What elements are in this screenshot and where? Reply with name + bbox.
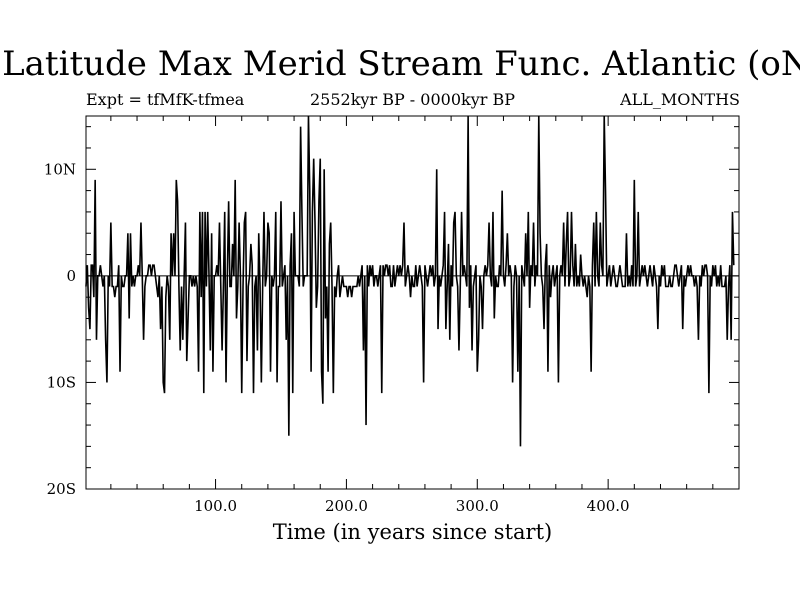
x-tick-label: 200.0 [325, 497, 368, 515]
x-tick-label: 100.0 [194, 497, 237, 515]
months-label: ALL_MONTHS [620, 90, 740, 109]
y-tick-label: 10S [47, 373, 76, 391]
x-tick-label: 300.0 [456, 497, 499, 515]
y-tick-label: 10N [44, 160, 76, 178]
y-tick-label: 20S [47, 480, 76, 498]
plot-frame [85, 115, 740, 490]
y-tick-label: 0 [66, 267, 76, 285]
experiment-label: Expt = tfMfK-tfmea [86, 90, 245, 109]
x-tick-label: 400.0 [587, 497, 630, 515]
series-line [85, 115, 735, 447]
x-axis-label: Time (in years since start) [272, 520, 553, 544]
time-range-label: 2552kyr BP - 0000kyr BP [310, 90, 515, 109]
chart-title: Latitude Max Merid Stream Func. Atlantic… [2, 44, 800, 84]
